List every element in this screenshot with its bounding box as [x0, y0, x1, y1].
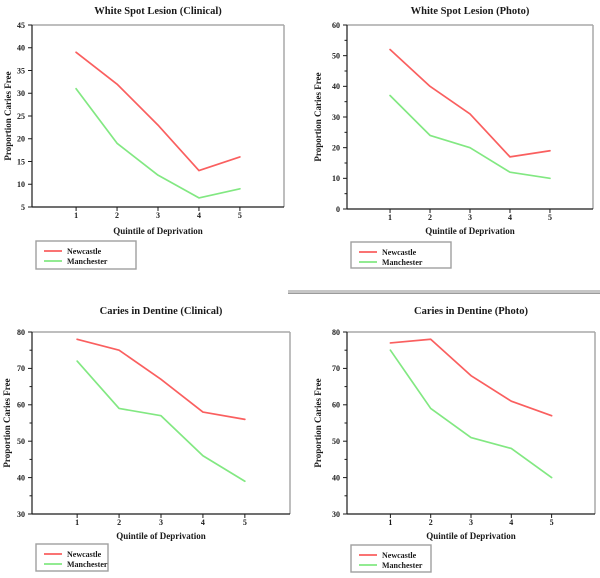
y-tick-label: 15	[17, 157, 25, 166]
y-tick-label: 40	[332, 82, 340, 91]
y-tick-label: 30	[17, 89, 25, 98]
x-tick-label: 3	[469, 518, 473, 527]
chart-white-spot-lesion-photo: 0 10 20 30 40 50 60 1 2 3 4 5 White Spot Lesion (Pho…	[300, 0, 600, 289]
x-axis-label: Quintile of Deprivation	[116, 531, 206, 541]
y-tick-label: 20	[332, 143, 340, 152]
x-tick-label: 4	[508, 213, 512, 222]
x-axis-label: Quintile of Deprivation	[425, 226, 515, 236]
y-tick-label: 80	[17, 328, 25, 337]
chart-svg-caries-photo: 30 40 50 60 70 80 1 2 3 4 5 Caries in Dentine (Phot…	[313, 306, 596, 573]
legend-box	[350, 241, 452, 269]
series-line-manchester	[389, 349, 553, 479]
y-tick-label: 5	[21, 203, 25, 212]
y-tick-label: 30	[332, 510, 340, 519]
y-tick-label: 50	[332, 51, 340, 60]
chart-title: White Spot Lesion (Clinical)	[94, 6, 222, 17]
series-line-manchester	[75, 87, 241, 199]
legend-entry-label: Manchester	[67, 560, 108, 569]
y-tick-label: 10	[332, 174, 340, 183]
legend-box	[35, 543, 109, 572]
chart-title: Caries in Dentine (Clinical)	[100, 306, 223, 317]
x-tick-label: 5	[243, 518, 247, 527]
chart-caries-dentine-photo: 30 40 50 60 70 80 1 2 3 4 5 Caries in Dentine (Phot…	[300, 289, 600, 578]
series-line-manchester	[389, 94, 551, 180]
x-tick-label: 2	[117, 518, 121, 527]
x-tick-label: 5	[548, 213, 552, 222]
x-tick-label: 5	[550, 518, 554, 527]
chart-white-spot-lesion-clinical: 5 10 15 20 25 30 35 40 45 1 2 3 4 5 White Spot Lesion …	[0, 0, 300, 289]
legend-entry-label: Manchester	[382, 258, 423, 267]
y-tick-label: 40	[17, 44, 25, 53]
legend-entry-label: Newcastle	[382, 551, 417, 560]
x-tick-label: 2	[428, 213, 432, 222]
chart-svg-white-spot-photo: 0 10 20 30 40 50 60 1 2 3 4 5 White Spot Lesion (Pho…	[313, 6, 594, 269]
legend-entry-label: Manchester	[67, 257, 108, 266]
legend-entry-label: Manchester	[382, 561, 423, 570]
y-tick-label: 45	[17, 21, 25, 30]
y-tick-label: 35	[17, 66, 25, 75]
y-tick-label: 50	[17, 437, 25, 446]
x-axis-label: Quintile of Deprivation	[426, 531, 516, 541]
series-line-manchester	[76, 360, 246, 483]
x-tick-label: 3	[468, 213, 472, 222]
image-seam-divider	[288, 290, 600, 294]
x-tick-label: 4	[197, 211, 201, 220]
y-tick-label: 40	[332, 473, 340, 482]
y-axis-label: Proportion Caries Free	[313, 72, 323, 161]
y-tick-label: 10	[17, 180, 25, 189]
y-axis-label: Proportion Caries Free	[3, 71, 13, 160]
x-tick-label: 2	[115, 211, 119, 220]
legend-entry-label: Newcastle	[67, 550, 102, 559]
x-tick-label: 4	[509, 518, 513, 527]
y-axis-label: Proportion Caries Free	[2, 378, 12, 467]
chart-title: White Spot Lesion (Photo)	[411, 6, 530, 17]
y-tick-label: 60	[17, 401, 25, 410]
y-tick-label: 25	[17, 112, 25, 121]
y-tick-label: 30	[17, 510, 25, 519]
chart-title: Caries in Dentine (Photo)	[414, 306, 529, 317]
x-tick-label: 1	[388, 213, 392, 222]
series-line-newcastle	[389, 338, 553, 417]
series-line-newcastle	[75, 51, 241, 172]
legend-entry-label: Newcastle	[67, 247, 102, 256]
y-tick-label: 40	[17, 473, 25, 482]
y-tick-label: 80	[332, 328, 340, 337]
x-tick-label: 3	[159, 518, 163, 527]
y-tick-label: 30	[332, 113, 340, 122]
y-axis-label: Proportion Caries Free	[313, 378, 323, 467]
chart-caries-dentine-clinical: 30 40 50 60 70 80 1 2 3 4 5 Caries in Dentine (Clin…	[0, 289, 300, 578]
y-tick-label: 60	[332, 21, 340, 30]
chart-svg-caries-clinical: 30 40 50 60 70 80 1 2 3 4 5 Caries in Dentine (Clin…	[2, 306, 291, 572]
x-tick-label: 1	[388, 518, 392, 527]
y-tick-label: 70	[17, 364, 25, 373]
x-tick-label: 1	[74, 211, 78, 220]
y-tick-label: 60	[332, 401, 340, 410]
y-tick-label: 0	[336, 205, 340, 214]
legend-entry-label: Newcastle	[382, 248, 417, 257]
legend-box	[350, 544, 432, 573]
x-tick-label: 2	[429, 518, 433, 527]
x-axis-label: Quintile of Deprivation	[113, 226, 203, 236]
y-tick-label: 50	[332, 437, 340, 446]
x-tick-label: 3	[156, 211, 160, 220]
x-tick-label: 5	[238, 211, 242, 220]
x-tick-label: 4	[201, 518, 205, 527]
series-line-newcastle	[76, 338, 246, 421]
legend-box	[35, 240, 137, 270]
series-line-newcastle	[389, 48, 551, 158]
y-tick-label: 70	[332, 364, 340, 373]
x-tick-label: 1	[75, 518, 79, 527]
y-tick-label: 20	[17, 135, 25, 144]
